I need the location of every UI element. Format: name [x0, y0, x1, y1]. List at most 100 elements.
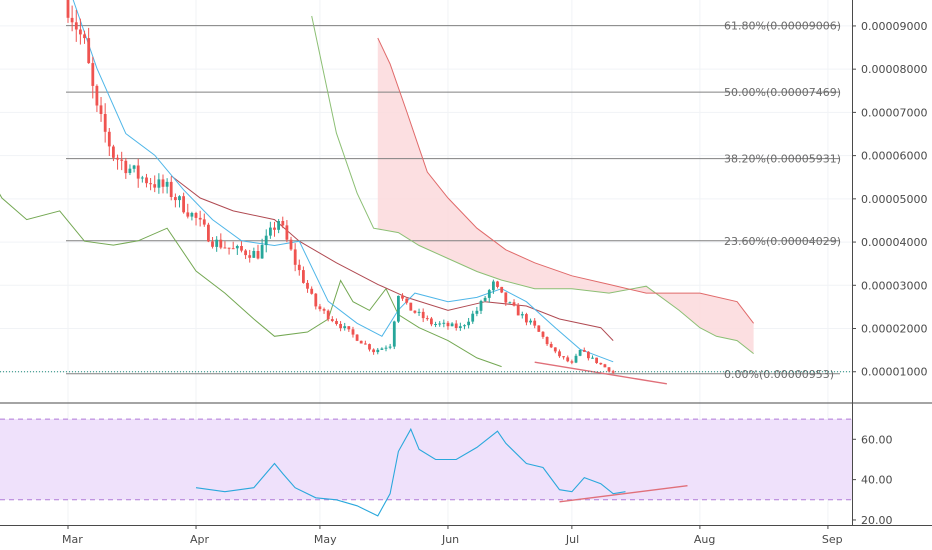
candle-body — [178, 196, 181, 201]
candle-body — [401, 295, 404, 299]
candle-body — [83, 34, 86, 39]
candle-body — [582, 350, 586, 352]
candle-body — [599, 362, 603, 365]
fib-level-label: 0.00%(0.00000953) — [724, 368, 834, 381]
price-tick-label: 0.00009000 — [861, 20, 927, 33]
candle-body — [116, 157, 119, 160]
candle-body — [587, 351, 590, 359]
price-tick-label: 0.00007000 — [861, 106, 927, 119]
candle-body — [161, 179, 165, 187]
candle-body — [496, 281, 499, 287]
candle-body — [231, 248, 235, 250]
candle-body — [516, 305, 520, 316]
candle-body — [595, 357, 598, 363]
candle-body — [194, 213, 198, 218]
candle-body — [66, 0, 70, 18]
candlestick-series — [66, 0, 615, 374]
candle-body — [479, 301, 483, 311]
candle-body — [392, 321, 396, 347]
time-tick-label: Apr — [190, 533, 210, 546]
candle-body — [520, 314, 524, 316]
candle-body — [413, 310, 417, 313]
candle-body — [607, 367, 611, 372]
time-tick-label: Mar — [62, 533, 83, 546]
candle-body — [314, 293, 318, 307]
candle-body — [463, 325, 466, 327]
candle-body — [289, 239, 293, 250]
candle-body — [397, 295, 400, 322]
fibonacci-retracement: 61.80%(0.00009006) 50.00%(0.00007469) 38.2… — [66, 20, 841, 381]
candle-body — [297, 264, 301, 271]
candle-body — [112, 146, 115, 158]
candle-body — [281, 221, 285, 226]
candle-body — [458, 326, 462, 328]
candle-body — [508, 302, 512, 304]
candle-body — [405, 298, 409, 303]
price-tick-label: 0.00005000 — [861, 193, 927, 206]
candle-body — [273, 227, 276, 230]
candle-body — [380, 348, 384, 350]
candle-body — [388, 346, 392, 348]
candle-body — [330, 319, 334, 321]
candle-body — [467, 321, 470, 326]
fib-level-label: 23.60%(0.00004029) — [724, 235, 841, 248]
candle-body — [384, 347, 388, 349]
chart-axes: 0.00009000 0.00008000 0.00007000 0.00006000… — [62, 20, 927, 546]
candle-body — [446, 322, 450, 327]
candle-body — [322, 309, 326, 311]
candle-body — [454, 323, 458, 328]
candle-body — [553, 347, 557, 352]
candle-body — [504, 292, 508, 303]
candle-body — [351, 329, 355, 335]
candle-body — [70, 17, 74, 23]
candle-body — [136, 165, 140, 179]
price-tick-label: 0.00004000 — [861, 236, 927, 249]
candle-body — [235, 246, 239, 249]
candle-body — [376, 349, 380, 353]
rsi-tick-label: 60.00 — [861, 433, 893, 446]
time-tick-label: Sep — [822, 533, 843, 546]
candle-body — [174, 197, 177, 201]
ichimoku-lines — [0, 0, 852, 385]
candle-body — [450, 323, 454, 327]
candle-body — [186, 212, 190, 217]
candle-body — [434, 324, 437, 325]
candle-body — [306, 282, 309, 289]
price-tick-label: 0.00001000 — [861, 366, 927, 379]
conversion-line — [72, 0, 614, 363]
candle-body — [335, 321, 338, 324]
fib-level-label: 61.80%(0.00009006) — [724, 20, 841, 33]
candle-body — [140, 177, 144, 179]
candle-body — [310, 288, 314, 294]
candle-body — [256, 251, 260, 259]
candle-body — [190, 213, 194, 217]
candle-body — [368, 344, 371, 350]
candle-body — [248, 255, 252, 258]
candle-body — [198, 217, 202, 220]
candle-body — [91, 63, 95, 86]
candle-body — [545, 337, 549, 345]
candle-body — [533, 320, 537, 326]
candle-body — [223, 247, 227, 249]
candle-body — [430, 318, 433, 325]
candle-body — [240, 246, 243, 251]
candle-body — [475, 310, 479, 314]
candle-body — [202, 219, 206, 225]
candle-body — [219, 239, 223, 248]
candle-body — [157, 179, 161, 188]
candle-body — [537, 325, 541, 332]
candle-body — [277, 221, 280, 230]
candle-body — [355, 334, 359, 341]
time-tick-label: Jul — [565, 533, 579, 546]
leading-span-b-line — [377, 37, 754, 324]
rsi-tick-label: 40.00 — [861, 474, 893, 487]
fib-level-label: 38.20%(0.00005931) — [724, 153, 841, 166]
candle-body — [326, 310, 330, 320]
candle-body — [500, 286, 504, 293]
rsi-trendline — [559, 484, 688, 503]
candle-body — [359, 340, 363, 344]
candle-body — [438, 323, 442, 325]
candle-body — [525, 314, 528, 323]
ichimoku-cloud — [377, 38, 754, 354]
